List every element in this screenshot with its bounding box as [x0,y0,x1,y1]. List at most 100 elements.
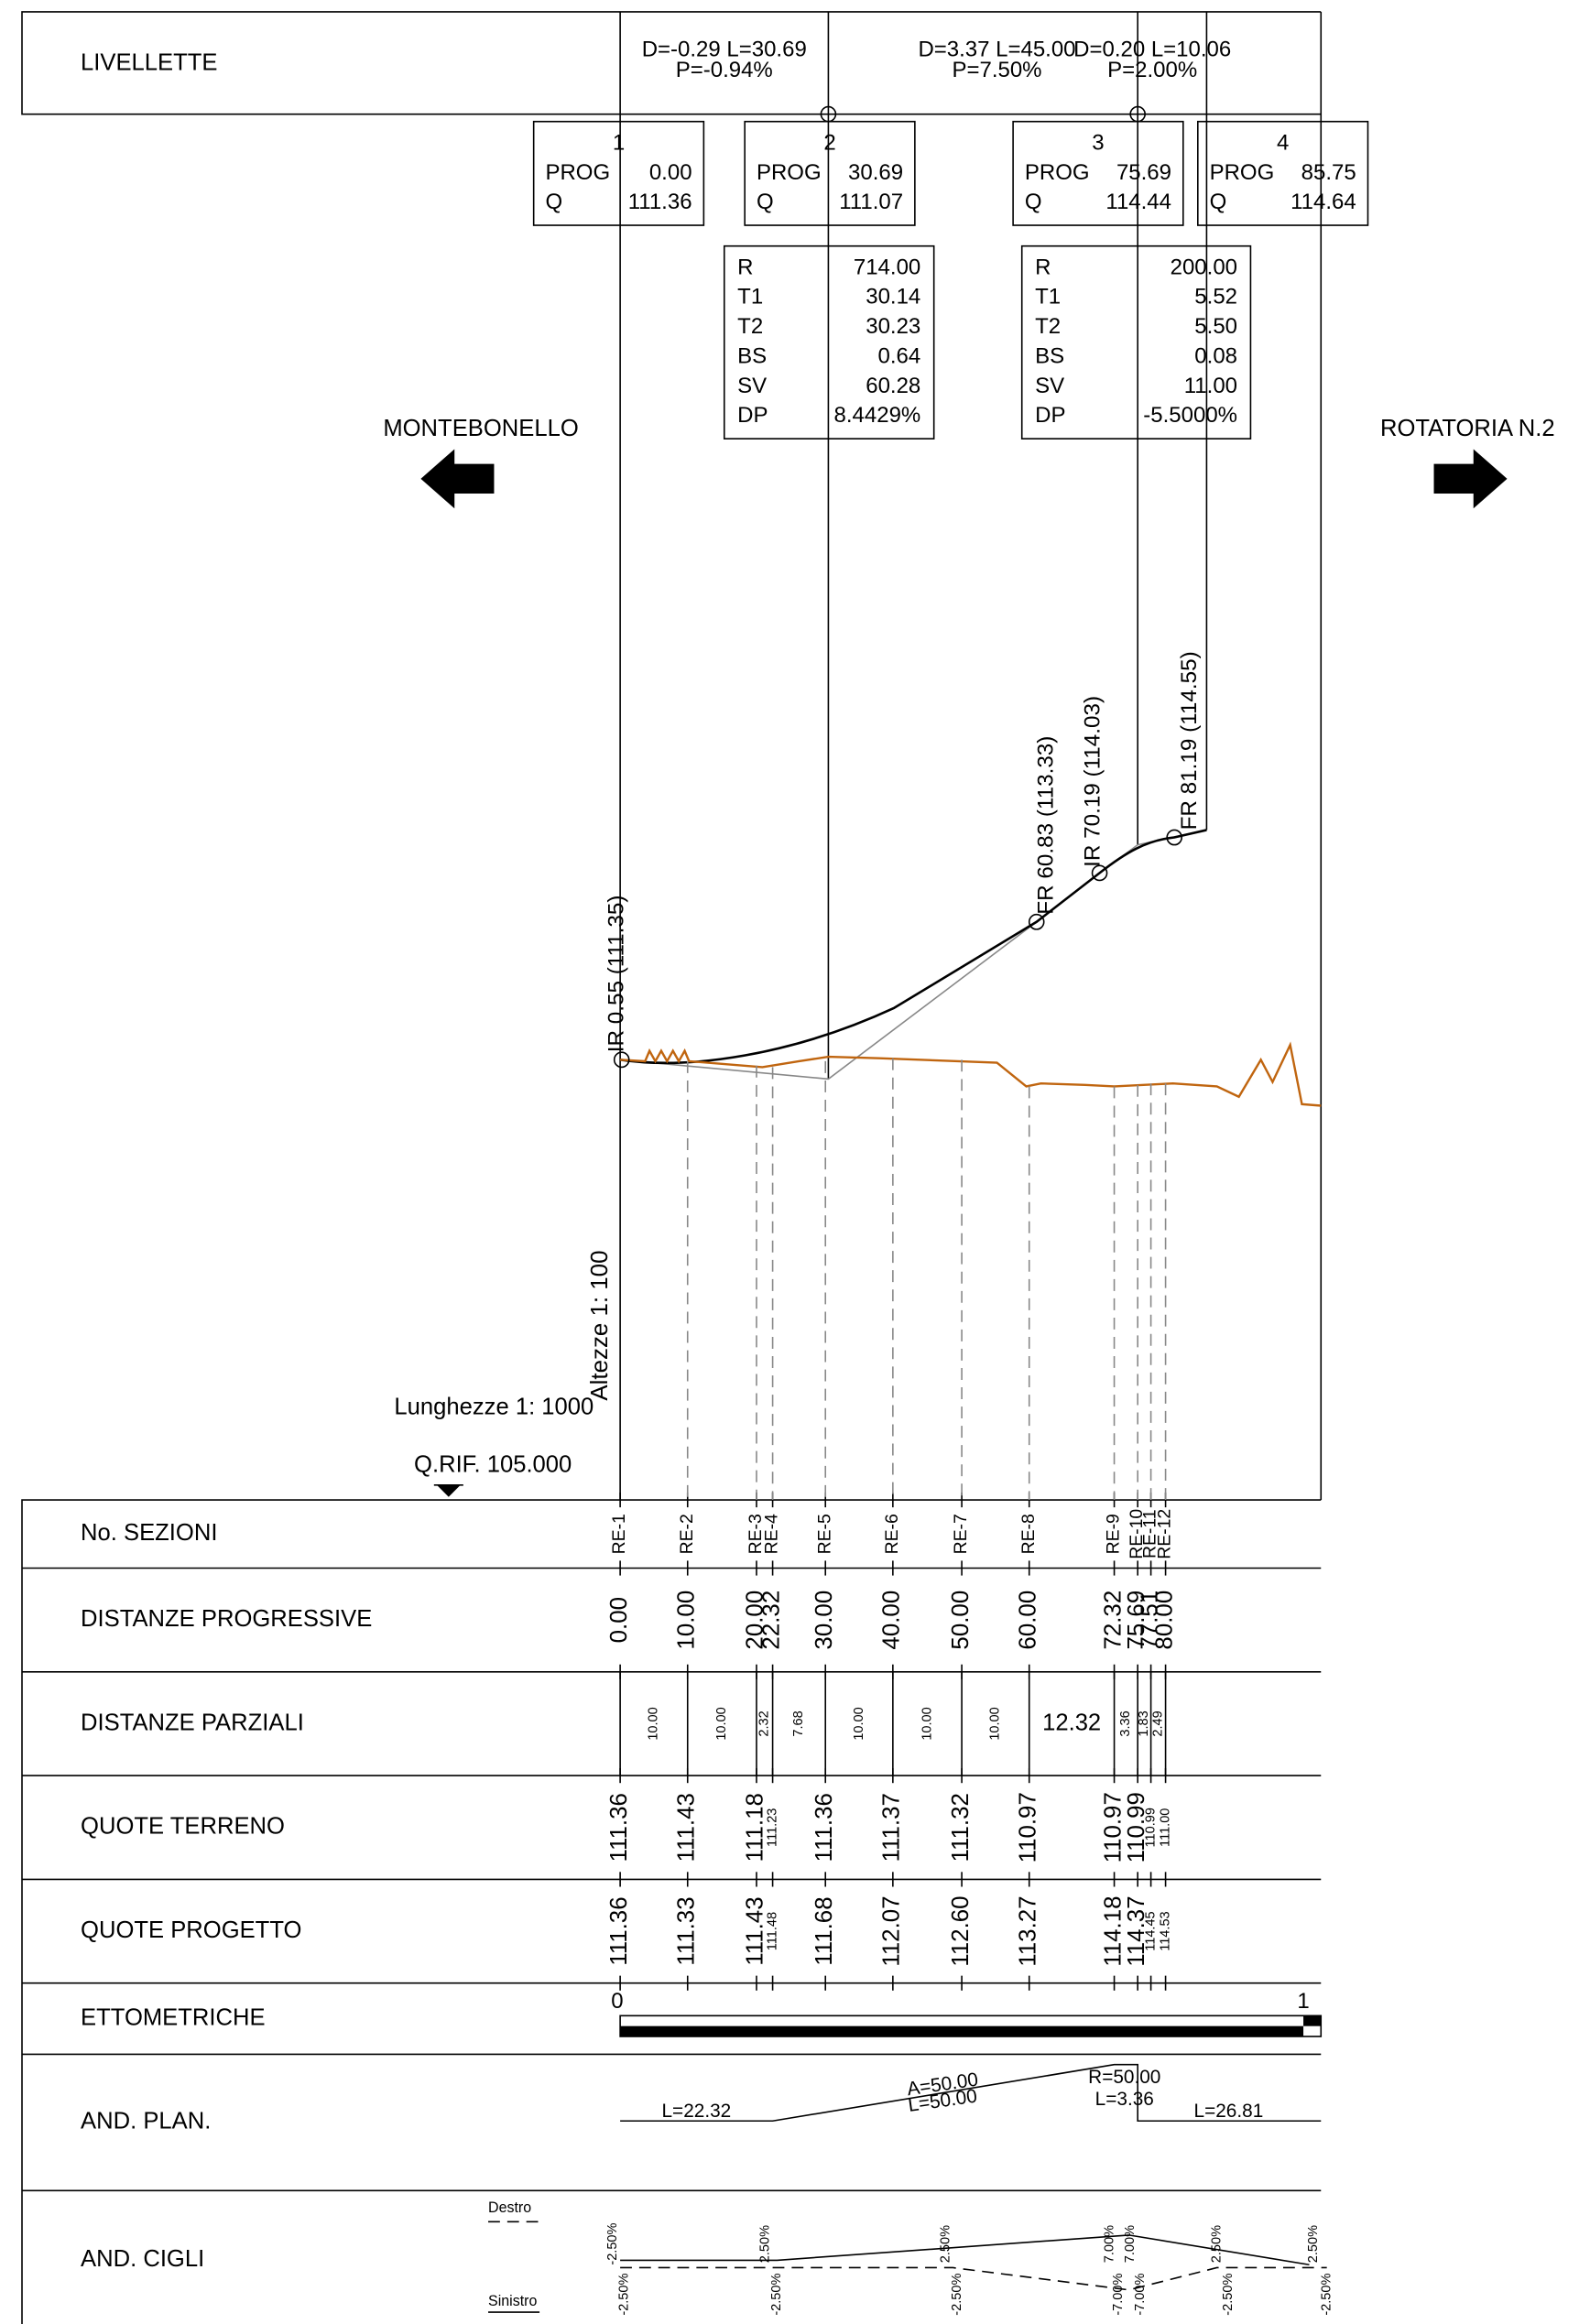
curve-label: T1 [737,285,763,310]
curve-value: 60.28 [866,374,920,398]
vertex-label: PROG [1025,160,1090,185]
cell: 112.60 [948,1895,974,1966]
vertex-value: 75.69 [1116,160,1171,185]
table-frame [21,1484,1327,2324]
hectometer: 1 [1297,1989,1309,2014]
cell: 0.00 [606,1597,632,1643]
scale-label: Altezze 1: 100 [587,1250,613,1400]
slope-label: -2.50% [1320,2273,1334,2315]
slope-label: 2.50% [757,2225,772,2263]
arrow-left [420,449,495,509]
legend: Destro [488,2199,531,2216]
cell: RE-1 [610,1514,629,1554]
cell: 10.00 [647,1707,661,1740]
cell: 111.36 [606,1896,632,1965]
cell: 110.97 [1100,1792,1126,1862]
vertex-label: PROG [1210,160,1275,185]
curve-label: DP [737,403,768,428]
cell: RE-6 [883,1514,902,1554]
vertex-id: 1 [613,130,625,155]
curve-label: T2 [1035,314,1061,339]
profile-label: FR 60.83 (113.33) [1033,736,1058,915]
plan-label: R=50.00 [1088,2067,1160,2088]
cell: 50.00 [948,1591,974,1650]
vertex-label: PROG [757,160,822,185]
slope-label: 2.50% [1209,2225,1224,2263]
scale-label: Lunghezze 1: 1000 [394,1394,593,1419]
cell: RE-10 [1127,1509,1147,1559]
row-label: QUOTE TERRENO [81,1813,285,1839]
cell: 111.48 [765,1912,779,1950]
cell: 22.32 [758,1591,784,1650]
curve-value: 11.00 [1184,374,1237,398]
slope-label: -7.00% [1111,2273,1126,2315]
vertex-value: 114.64 [1290,190,1356,214]
hectometer: 0 [611,1989,623,2014]
slope-label: -2.50% [605,2222,620,2264]
cell: RE-11 [1141,1509,1160,1558]
cell: 111.37 [879,1793,905,1862]
grade-text: D=3.37 L=45.00 [918,37,1075,61]
vertex-value: 0.00 [649,160,692,185]
curve-value: 200.00 [1171,255,1237,279]
slope-label: 7.00% [1123,2225,1138,2263]
row-label: LIVELLETTE [81,49,217,75]
cell: 40.00 [879,1591,905,1650]
vertex-label: Q [1210,190,1227,214]
cell: 2.32 [757,1710,772,1736]
curve-value: 30.23 [866,314,920,339]
cell: 2.49 [1150,1710,1165,1736]
cell: 77.51 [1137,1591,1162,1650]
vertex-value: 85.75 [1301,160,1356,185]
vertex-label: Q [1025,190,1042,214]
cell: 30.00 [811,1591,837,1650]
curve-label: R [737,255,753,279]
vertex-id: 2 [823,130,835,155]
cell: 75.69 [1124,1591,1149,1650]
cell: RE-9 [1105,1514,1124,1554]
cell: 60.00 [1016,1591,1041,1650]
cell: RE-3 [746,1514,766,1554]
curve-value: 0.08 [1194,343,1237,368]
row-label: DISTANZE PROGRESSIVE [81,1606,372,1632]
cell: 111.68 [811,1896,837,1965]
cell: 114.45 [1143,1911,1158,1950]
grade-text: D=0.20 L=10.06 [1073,37,1231,61]
grade-text: P=-0.94% [676,58,773,82]
curve-label: T1 [1035,285,1061,310]
curve-label: SV [737,374,767,398]
curve-label: BS [1035,343,1064,368]
cell: 110.97 [1016,1792,1041,1862]
curve-value: -5.5000% [1143,403,1237,428]
cell: 111.32 [948,1793,974,1862]
cell: RE-5 [815,1514,834,1554]
cell: 12.32 [1042,1710,1101,1735]
cell: 10.00 [674,1591,700,1650]
vertex-label: PROG [545,160,610,185]
direction: ROTATORIA N.2 [1380,416,1555,441]
cell: 114.37 [1124,1895,1149,1966]
cell: 10.00 [714,1707,729,1740]
vertex-value: 114.44 [1105,190,1171,214]
cell: 113.27 [1016,1895,1041,1966]
plan-label: L=3.36 [1095,2089,1154,2110]
cell: 10.00 [920,1707,934,1740]
slope-label: 2.50% [938,2225,953,2263]
cell: 114.53 [1158,1911,1172,1950]
curve-label: DP [1035,403,1065,428]
slope-label: -2.50% [1221,2273,1236,2315]
profile-label: IR 0.55 (111.35) [604,896,628,1053]
cell: 80.00 [1151,1591,1177,1650]
curve-value: 714.00 [854,255,920,279]
cell: 112.07 [879,1895,905,1966]
cell: 10.00 [988,1707,1003,1740]
row-label: No. SEZIONI [81,1520,217,1546]
slope-label: -2.50% [950,2273,964,2315]
grade-text: D=-0.29 L=30.69 [642,37,807,61]
legend: Sinistro [488,2293,537,2309]
profile-label: IR 70.19 (114.03) [1081,696,1105,867]
row-label: AND. PLAN. [81,2109,211,2134]
vertex-value: 111.07 [839,190,903,214]
cell: RE-4 [763,1514,782,1554]
cell: 110.99 [1143,1808,1158,1847]
